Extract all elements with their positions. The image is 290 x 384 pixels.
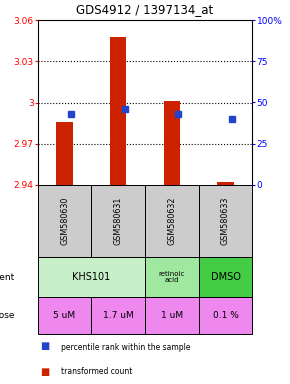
Bar <box>145 185 199 257</box>
Text: 5 uM: 5 uM <box>53 311 76 320</box>
Text: ■: ■ <box>41 341 50 351</box>
Text: ■: ■ <box>41 366 50 376</box>
Bar <box>199 185 252 257</box>
Bar <box>145 257 199 297</box>
Text: GDS4912 / 1397134_at: GDS4912 / 1397134_at <box>76 3 214 17</box>
Text: agent: agent <box>0 273 15 281</box>
Text: dose: dose <box>0 311 15 320</box>
Text: DMSO: DMSO <box>211 272 240 282</box>
Bar <box>38 185 91 257</box>
Text: KHS101: KHS101 <box>72 272 110 282</box>
Bar <box>38 257 145 297</box>
Bar <box>91 297 145 334</box>
Text: GSM580633: GSM580633 <box>221 197 230 245</box>
Bar <box>164 101 180 185</box>
Bar <box>199 257 252 297</box>
Bar <box>91 185 145 257</box>
Text: retinoic
acid: retinoic acid <box>159 270 185 283</box>
Bar <box>199 297 252 334</box>
Text: transformed count: transformed count <box>61 367 132 376</box>
Bar <box>110 36 126 185</box>
Text: 1.7 uM: 1.7 uM <box>103 311 134 320</box>
Bar <box>57 122 72 185</box>
Bar <box>218 182 233 185</box>
Text: 0.1 %: 0.1 % <box>213 311 238 320</box>
Text: GSM580632: GSM580632 <box>167 197 176 245</box>
Text: GSM580630: GSM580630 <box>60 197 69 245</box>
Bar <box>145 297 199 334</box>
Text: percentile rank within the sample: percentile rank within the sample <box>61 343 191 351</box>
Text: 1 uM: 1 uM <box>161 311 183 320</box>
Bar <box>38 297 91 334</box>
Text: GSM580631: GSM580631 <box>114 197 123 245</box>
